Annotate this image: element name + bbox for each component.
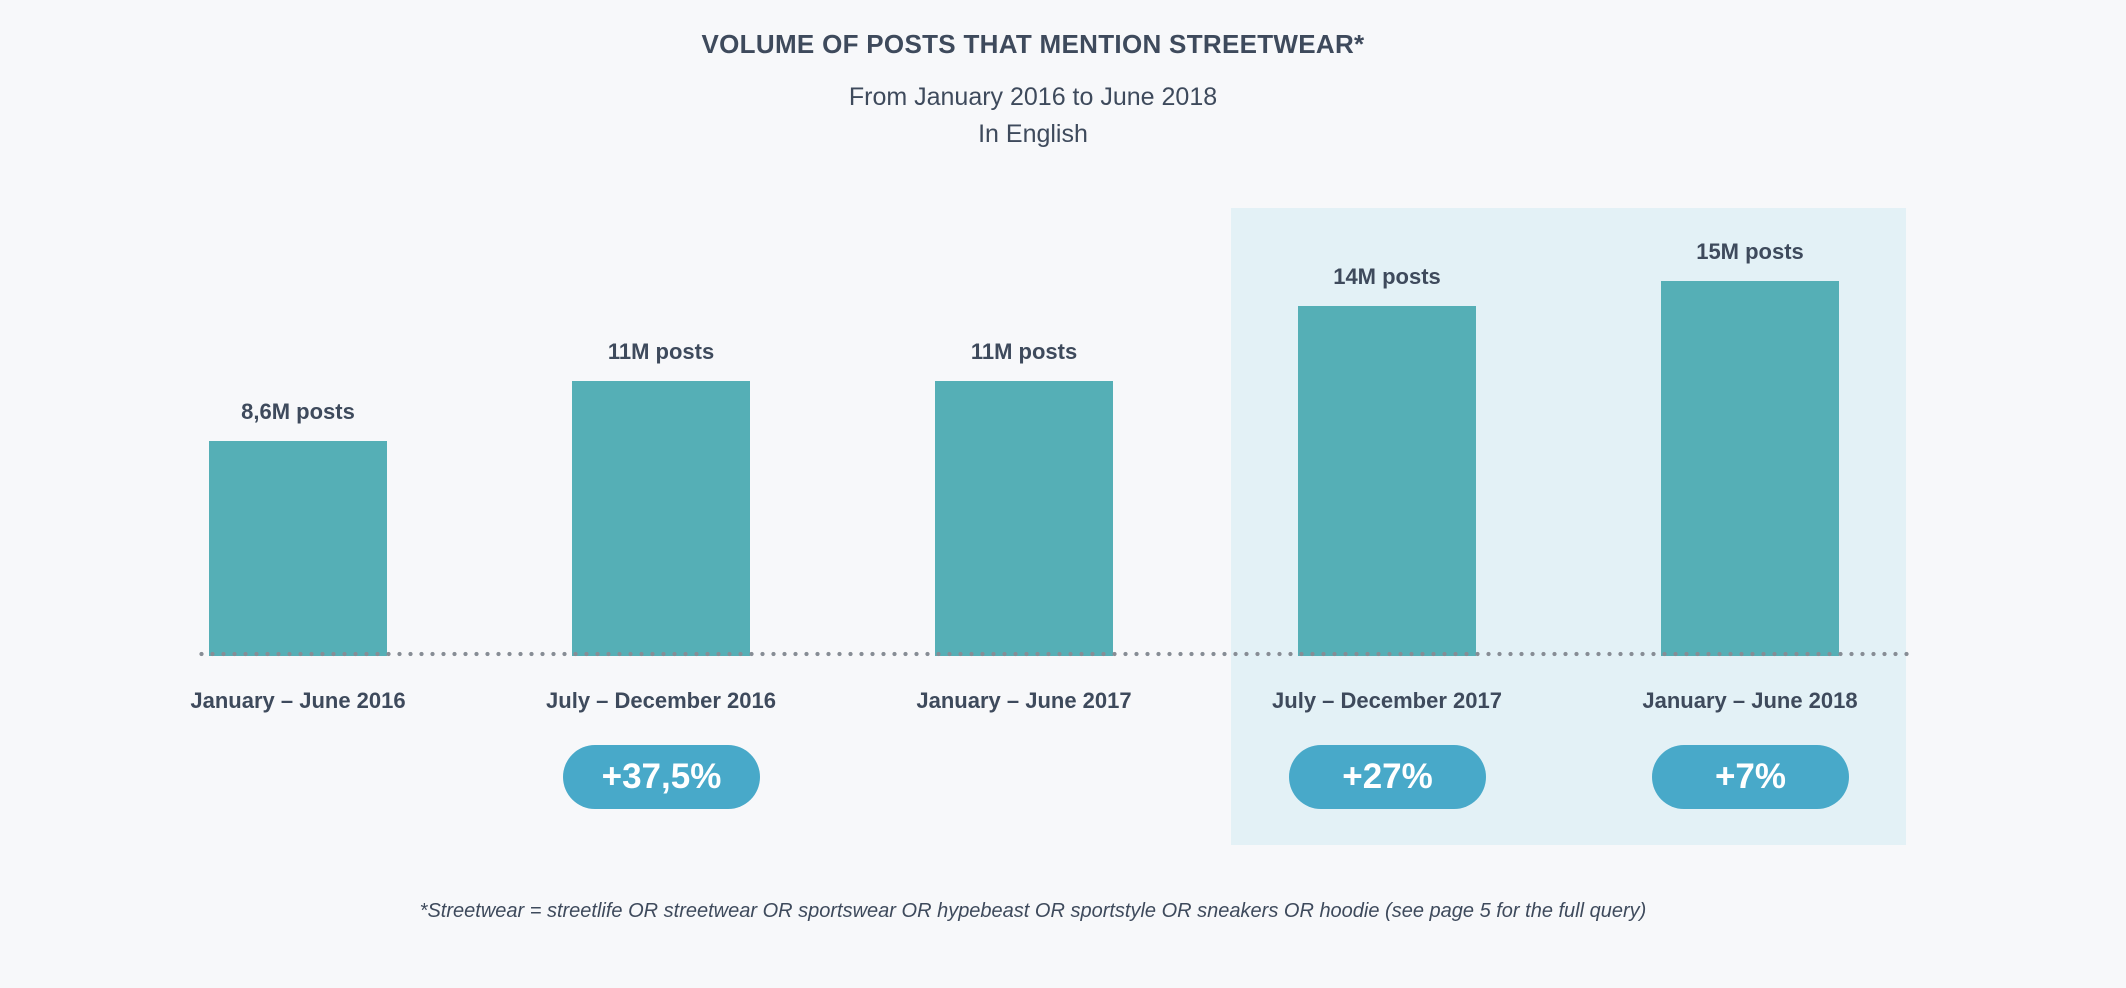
growth-badge-jul-dec-2017: +27% <box>1289 745 1486 809</box>
bar-value-label: 8,6M posts <box>241 399 355 424</box>
bar-value-label: 11M posts <box>970 339 1078 364</box>
baseline-dotted-line <box>196 649 1910 659</box>
bar-value-label: 11M posts <box>607 339 715 364</box>
category-label: July – December 2016 <box>546 688 776 713</box>
category-label: January – June 2016 <box>190 688 406 713</box>
growth-badge-jul-dec-2016: +37,5% <box>563 745 760 809</box>
chart-title: VOLUME OF POSTS THAT MENTION STREETWEAR* <box>701 29 1365 59</box>
chart-subtitle-period: From January 2016 to June 2018 <box>848 83 1218 111</box>
bar-jan-jun-2017 <box>935 381 1113 656</box>
growth-badge-jan-jun-2018: +7% <box>1652 745 1849 809</box>
category-label: January – June 2017 <box>916 688 1132 713</box>
category-label: July – December 2017 <box>1272 688 1502 713</box>
bar-jan-jun-2018 <box>1661 281 1839 656</box>
footnote-query-definition: *Streetwear = streetlife OR streetwear O… <box>419 900 1647 922</box>
bar-value-label: 15M posts <box>1696 239 1804 264</box>
bar-jul-dec-2017 <box>1298 306 1476 656</box>
bar-jan-jun-2016 <box>209 441 387 656</box>
bar-value-label: 14M posts <box>1333 264 1441 289</box>
category-label: January – June 2018 <box>1642 688 1858 713</box>
bar-jul-dec-2016 <box>572 381 750 656</box>
chart-subtitle-language: In English <box>978 120 1088 148</box>
